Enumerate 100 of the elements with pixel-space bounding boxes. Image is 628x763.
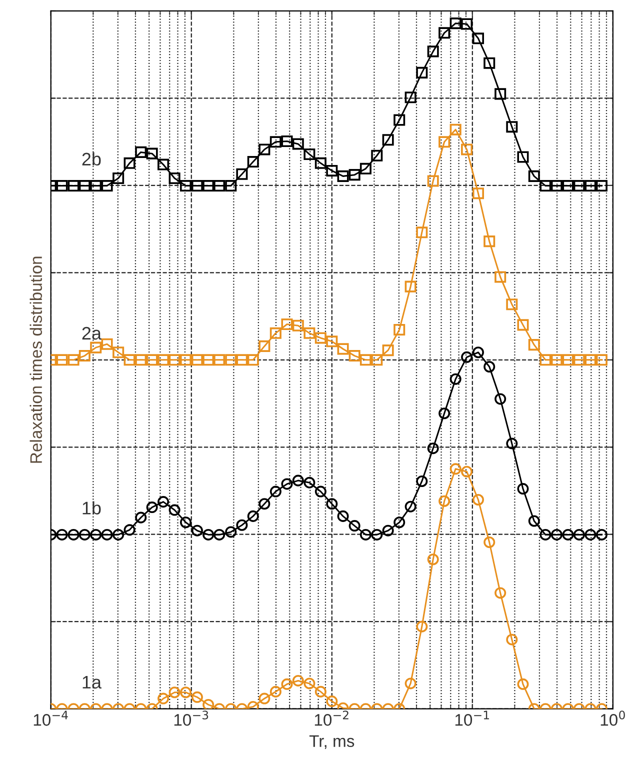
- point: [461, 466, 473, 478]
- point: [78, 528, 90, 540]
- x-axis-title: Tr, ms: [309, 735, 354, 749]
- point: [596, 528, 608, 540]
- point: [326, 498, 338, 510]
- point: [438, 136, 450, 148]
- point: [304, 678, 316, 690]
- point: [258, 692, 270, 704]
- x-tick-label: 10$^{−3}$: [174, 710, 208, 726]
- point: [90, 180, 102, 192]
- point: [427, 175, 439, 187]
- point: [247, 354, 259, 366]
- point: [348, 520, 360, 532]
- point: [562, 180, 574, 192]
- point: [158, 692, 170, 704]
- point: [258, 340, 270, 352]
- point: [461, 351, 473, 363]
- point: [494, 587, 506, 599]
- point: [180, 516, 192, 528]
- point: [517, 151, 529, 163]
- point: [573, 180, 585, 192]
- point: [168, 354, 180, 366]
- point: [484, 57, 496, 69]
- point: [270, 327, 282, 339]
- point: [416, 475, 428, 488]
- point: [573, 354, 585, 366]
- series-label: 2a: [82, 326, 102, 340]
- point: [337, 510, 349, 522]
- point: [281, 135, 293, 147]
- point: [180, 354, 192, 366]
- point: [596, 180, 608, 192]
- point: [225, 180, 237, 192]
- point: [146, 148, 158, 160]
- point: [314, 332, 326, 344]
- point: [292, 320, 304, 332]
- point: [472, 188, 484, 200]
- point: [168, 504, 180, 516]
- point: [258, 498, 270, 510]
- point: [484, 536, 496, 548]
- point: [360, 162, 372, 174]
- point: [337, 343, 349, 355]
- point: [472, 494, 484, 506]
- point: [528, 339, 540, 351]
- point: [135, 512, 147, 524]
- point: [517, 678, 529, 690]
- point: [438, 27, 450, 39]
- point: [191, 354, 203, 366]
- point: [112, 528, 124, 540]
- point: [314, 686, 326, 698]
- point: [394, 516, 406, 528]
- point: [540, 180, 552, 192]
- point: [360, 528, 372, 540]
- point: [494, 88, 506, 100]
- point: [371, 528, 383, 540]
- point: [225, 354, 237, 366]
- point: [404, 500, 416, 512]
- x-tick-label: 10$^{−1}$: [455, 710, 489, 726]
- point: [562, 528, 574, 540]
- point: [438, 408, 450, 420]
- point: [450, 373, 462, 385]
- point: [484, 236, 496, 248]
- point: [404, 92, 416, 104]
- point: [416, 66, 428, 78]
- point: [124, 354, 136, 366]
- point: [450, 463, 462, 475]
- point: [68, 528, 80, 540]
- point: [394, 324, 406, 336]
- point: [382, 344, 394, 356]
- x-tick-label: 10$^{−4}$: [34, 710, 68, 726]
- point: [348, 350, 360, 362]
- point: [191, 180, 203, 192]
- point: [506, 298, 518, 310]
- series-label: 1a: [82, 676, 102, 689]
- x-tick-label: 10$^{−2}$: [314, 710, 348, 726]
- point: [191, 691, 203, 703]
- point: [540, 354, 552, 366]
- point: [506, 121, 518, 133]
- point: [528, 170, 540, 182]
- point: [292, 138, 304, 150]
- point: [101, 180, 113, 192]
- point: [101, 338, 113, 350]
- point: [247, 510, 259, 522]
- point: [281, 678, 293, 690]
- x-tick-label: 10$^{0}$: [600, 710, 625, 726]
- point: [292, 474, 304, 486]
- point: [416, 620, 428, 632]
- point: [584, 180, 596, 192]
- point: [450, 18, 462, 30]
- y-axis-title: Relaxation times distribution: [30, 256, 42, 463]
- point: [214, 180, 226, 192]
- point: [180, 180, 192, 192]
- point: [416, 226, 428, 238]
- point: [202, 180, 214, 192]
- point: [68, 354, 80, 366]
- point: [472, 346, 484, 358]
- point: [158, 158, 170, 170]
- point: [573, 528, 585, 540]
- point: [314, 157, 326, 169]
- point: [371, 150, 383, 162]
- point: [191, 524, 203, 536]
